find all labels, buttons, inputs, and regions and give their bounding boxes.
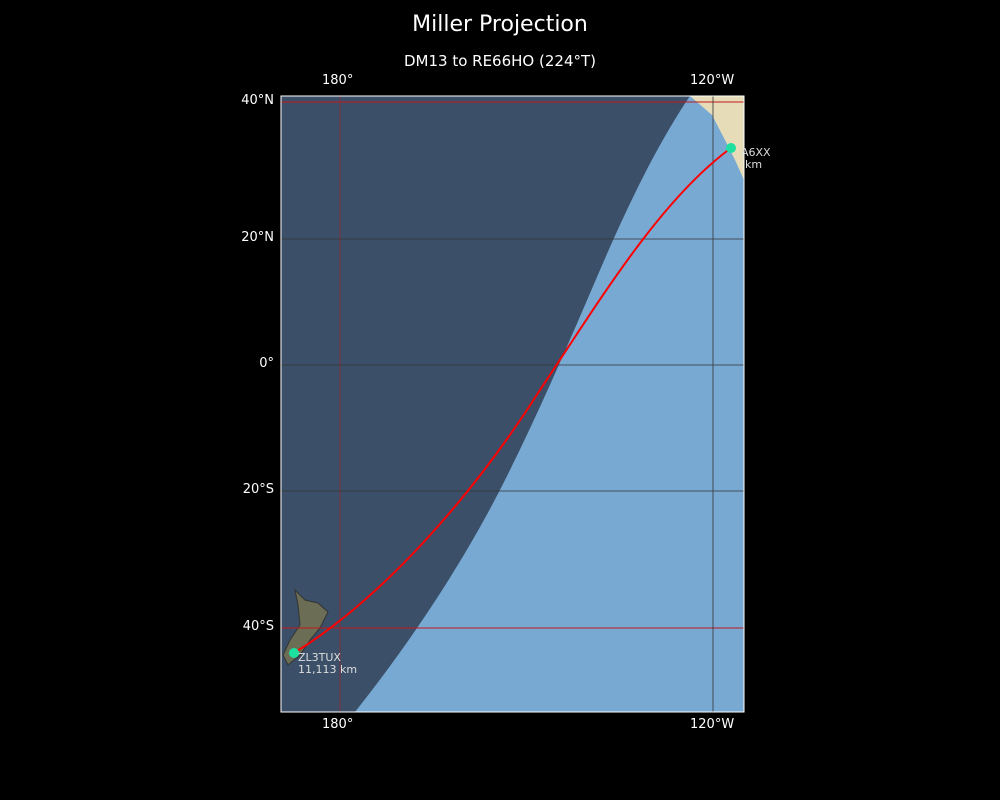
lat-tick: 20°N bbox=[241, 230, 274, 245]
lat-tick: 40°S bbox=[242, 619, 274, 634]
station-marker-a6xx[interactable] bbox=[726, 143, 736, 153]
station-label-distance: km bbox=[745, 158, 762, 171]
lon-tick-top: 120°W bbox=[690, 73, 735, 88]
lon-tick-top: 180° bbox=[322, 73, 354, 88]
station-label-callsign: A6XX bbox=[741, 146, 771, 159]
night-terminator bbox=[281, 96, 690, 712]
map-title: Miller Projection bbox=[412, 12, 588, 37]
north-america-land bbox=[690, 96, 744, 180]
station-label-callsign: ZL3TUX bbox=[298, 651, 341, 664]
lat-tick: 40°N bbox=[241, 93, 274, 108]
station-marker-zl3tux[interactable] bbox=[289, 648, 299, 658]
station-label-distance: 11,113 km bbox=[298, 663, 357, 676]
lat-tick: 20°S bbox=[242, 482, 274, 497]
lat-tick: 0° bbox=[259, 356, 274, 371]
map-frame bbox=[280, 95, 745, 713]
lon-tick-bottom: 120°W bbox=[690, 717, 735, 732]
map-subtitle: DM13 to RE66HO (224°T) bbox=[403, 52, 596, 70]
lon-tick-bottom: 180° bbox=[322, 717, 354, 732]
great-circle-path bbox=[293, 147, 732, 654]
